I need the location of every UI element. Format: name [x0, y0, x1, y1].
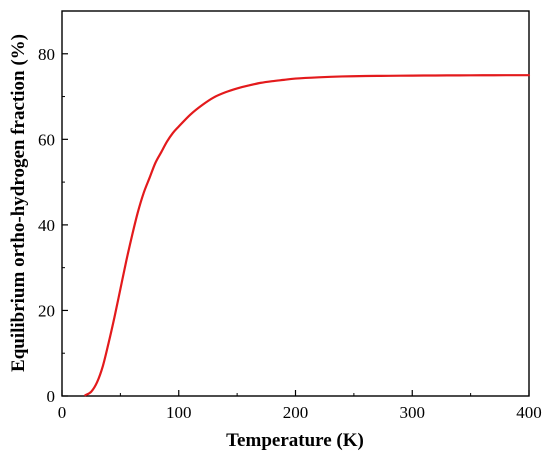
- series-line-0: [84, 74, 531, 397]
- x-tick-label: 0: [58, 403, 67, 422]
- y-axis-title: Equilibrium ortho-hydrogen fraction (%): [8, 34, 29, 372]
- y-tick-label: 0: [47, 387, 56, 406]
- x-tick-label: 100: [166, 403, 192, 422]
- x-tick-label: 400: [516, 403, 542, 422]
- y-tick-label: 20: [38, 301, 55, 320]
- y-tick-label: 60: [38, 130, 55, 149]
- y-tick-label: 40: [38, 216, 55, 235]
- x-tick-label: 300: [400, 403, 426, 422]
- tick-labels: 0 100 200 300 400 0 20 40 60 80: [38, 45, 542, 422]
- tick-marks: [61, 53, 530, 397]
- plot-frame: [61, 10, 530, 397]
- x-tick-label: 200: [283, 403, 309, 422]
- y-tick-label: 80: [38, 45, 55, 64]
- x-axis-title: Temperature (K): [226, 430, 364, 451]
- series-group: [84, 74, 531, 397]
